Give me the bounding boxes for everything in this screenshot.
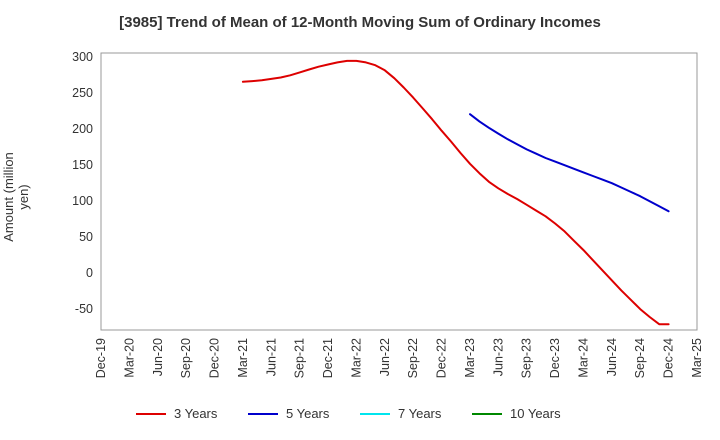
legend-swatch-5-years [248,412,278,415]
legend-item-3-years: 3 Years [136,406,248,421]
x-tick-label: Mar-25 [690,338,704,378]
x-tick-label: Jun-24 [605,338,619,376]
y-tick-label: 100 [72,194,93,208]
x-tick-label: Dec-19 [94,338,108,378]
x-tick-label: Jun-22 [378,338,392,376]
x-tick-label: Dec-21 [321,338,335,378]
y-tick-label: 250 [72,86,93,100]
x-tick-label: Jun-21 [264,338,278,376]
x-tick-label: Dec-20 [208,338,222,378]
legend-item-7-years: 7 Years [360,406,472,421]
x-tick-label: Sep-23 [520,338,534,378]
x-tick-label: Jun-20 [151,338,165,376]
chart-title: [3985] Trend of Mean of 12-Month Moving … [119,14,601,31]
legend-swatch-3-years [136,412,166,415]
legend-label-7-years: 7 Years [398,406,442,421]
legend-item-5-years: 5 Years [248,406,360,421]
x-tick-label: Sep-21 [293,338,307,378]
x-tick-label: Sep-20 [179,338,193,378]
x-tick-label: Jun-23 [491,338,505,376]
y-tick-label: -50 [75,302,93,316]
y-tick-label: 50 [79,230,93,244]
x-tick-label: Dec-23 [548,338,562,378]
x-tick-label: Sep-24 [633,338,647,378]
legend-label-10-years: 10 Years [510,406,561,421]
x-tick-label: Mar-21 [236,338,250,378]
legend: 3 Years 5 Years 7 Years 10 Years [0,406,720,421]
legend-label-5-years: 5 Years [286,406,330,421]
y-tick-label: 300 [72,50,93,64]
series-line-3-years [241,59,670,326]
x-tick-label: Mar-23 [463,338,477,378]
x-tick-label: Mar-20 [122,338,136,378]
y-tick-label: 0 [86,266,93,280]
legend-swatch-10-years [472,412,502,415]
legend-item-10-years: 10 Years [472,406,584,421]
x-tick-label: Dec-22 [435,338,449,378]
legend-swatch-7-years [360,412,390,415]
plot-frame [100,52,698,331]
x-tick-label: Sep-22 [406,338,420,378]
x-tick-label: Mar-22 [349,338,363,378]
x-tick-label: Dec-24 [662,338,676,378]
series-line-5-years [469,113,670,213]
legend-label-3-years: 3 Years [174,406,218,421]
y-tick-label: 150 [72,158,93,172]
line-chart: 300 250 200 150 100 50 0 -50 Dec-19 Mar-20 Jun-20 S… [72,50,704,378]
y-tick-label: 200 [72,122,93,136]
x-tick-label: Mar-24 [576,338,590,378]
